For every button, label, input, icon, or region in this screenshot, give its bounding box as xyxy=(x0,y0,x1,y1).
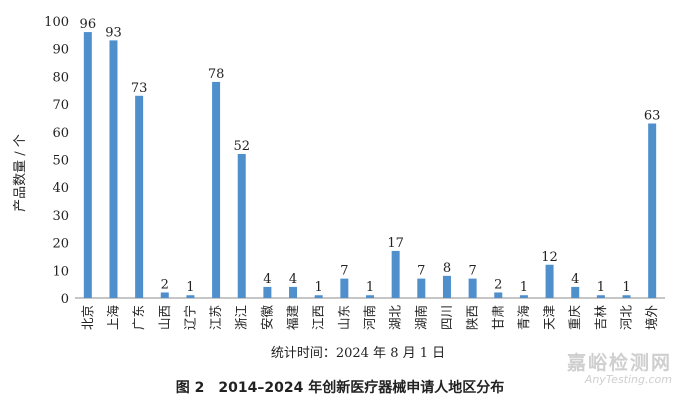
y-tick-label: 90 xyxy=(52,43,69,58)
bar-value-label: 96 xyxy=(80,17,97,32)
bar-value-label: 1 xyxy=(315,280,323,295)
bar xyxy=(571,286,580,298)
bar-value-label: 12 xyxy=(541,250,558,265)
bar xyxy=(494,292,503,298)
bar-value-label: 17 xyxy=(387,236,404,251)
bar xyxy=(186,295,195,298)
bar-value-label: 73 xyxy=(131,81,148,96)
bar xyxy=(237,153,246,298)
y-tick-label: 50 xyxy=(52,154,69,169)
category-label: 江苏 xyxy=(208,305,223,330)
bar-value-label: 1 xyxy=(520,280,528,295)
bar xyxy=(109,40,118,298)
category-label: 青海 xyxy=(516,305,531,331)
category-label: 湖南 xyxy=(413,305,428,330)
category-label: 重庆 xyxy=(567,305,582,331)
y-tick-label: 0 xyxy=(61,292,69,307)
bar xyxy=(135,95,144,298)
category-label: 广东 xyxy=(131,305,146,330)
bar-value-label: 1 xyxy=(622,280,630,295)
bar xyxy=(545,264,554,298)
y-tick-label: 20 xyxy=(52,237,69,252)
y-tick-label: 70 xyxy=(52,98,69,113)
category-label: 陕西 xyxy=(465,305,480,330)
category-label: 上海 xyxy=(105,305,120,331)
category-label: 北京 xyxy=(80,305,95,330)
category-label: 吉林 xyxy=(593,305,608,331)
category-label: 河北 xyxy=(619,305,634,331)
bar-value-label: 4 xyxy=(289,272,297,287)
bar-value-label: 4 xyxy=(571,272,579,287)
y-ticks: 0 10 20 30 40 50 60 70 80 90 100 xyxy=(44,15,69,307)
bar xyxy=(468,278,477,298)
bar xyxy=(596,295,605,298)
bar xyxy=(391,250,400,298)
category-label: 辽宁 xyxy=(182,305,197,330)
bar-value-label: 52 xyxy=(233,139,250,154)
bar xyxy=(289,286,298,298)
bar-value-label: 8 xyxy=(443,261,451,276)
x-axis-label: 统计时间：2024 年 8 月 1 日 xyxy=(271,346,445,361)
bar xyxy=(314,295,323,298)
bars xyxy=(83,32,657,299)
bar xyxy=(442,275,451,298)
category-label: 河南 xyxy=(362,305,377,330)
x-ticks: 北京 上海 广东 山西 辽宁 江苏 浙江 安徽 福建 江西 山东 河南 湖北 湖南 四川 陕西 甘肃 青海 天津 重庆… xyxy=(80,305,659,331)
category-label: 四川 xyxy=(439,305,454,330)
category-label: 天津 xyxy=(542,305,557,330)
bar xyxy=(160,292,169,298)
y-tick-label: 80 xyxy=(52,70,69,85)
y-tick-label: 30 xyxy=(52,209,69,224)
bar-value-label: 78 xyxy=(208,67,225,82)
y-tick-label: 100 xyxy=(44,15,69,30)
category-label: 江西 xyxy=(311,305,326,330)
y-axis-label: 产品数量 / 个 xyxy=(13,134,28,212)
bar xyxy=(263,286,272,298)
bar-value-label: 7 xyxy=(340,264,348,279)
bar-value-label: 2 xyxy=(494,277,502,292)
category-label: 安徽 xyxy=(259,305,274,331)
figure-caption: 图 2 2014–2024 年创新医疗器械申请人地区分布 xyxy=(175,380,505,396)
bar-value-label: 4 xyxy=(263,272,271,287)
y-tick-label: 60 xyxy=(52,126,69,141)
bar-value-label: 7 xyxy=(417,264,425,279)
bar xyxy=(340,278,349,298)
bar xyxy=(212,81,221,298)
bar-value-label: 1 xyxy=(597,280,605,295)
category-label: 湖北 xyxy=(388,305,403,331)
bar xyxy=(366,295,374,298)
category-label: 甘肃 xyxy=(490,305,505,330)
bar-value-label: 93 xyxy=(105,25,122,40)
category-label: 山东 xyxy=(336,305,351,330)
bar xyxy=(622,295,631,298)
bar-value-label: 1 xyxy=(366,280,374,295)
bar-value-label: 1 xyxy=(186,280,194,295)
bar xyxy=(83,32,92,299)
bar xyxy=(648,123,657,299)
category-label: 境外 xyxy=(644,305,659,331)
category-label: 福建 xyxy=(285,305,300,331)
category-label: 山西 xyxy=(157,305,172,330)
bar-value-label: 63 xyxy=(644,108,661,123)
category-label: 浙江 xyxy=(234,305,249,330)
bar xyxy=(417,278,426,298)
y-tick-label: 10 xyxy=(52,264,69,279)
bar-value-label: 7 xyxy=(468,264,476,279)
bar xyxy=(519,295,528,298)
y-tick-label: 40 xyxy=(52,181,69,196)
bar-value-label: 2 xyxy=(161,277,169,292)
